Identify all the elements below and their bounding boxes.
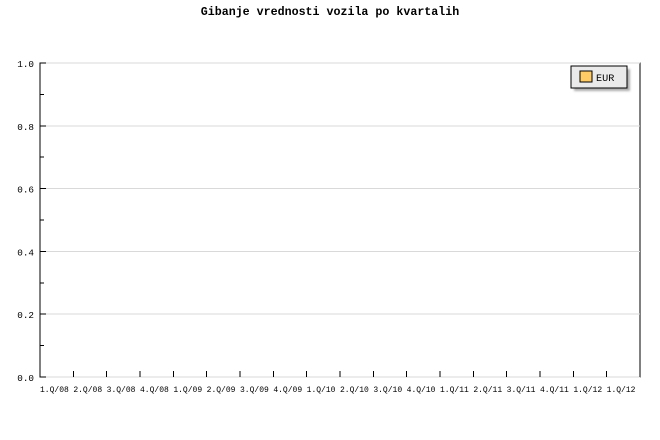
svg-text:4.Q/08: 4.Q/08	[140, 386, 169, 395]
svg-text:3.Q/08: 3.Q/08	[107, 386, 136, 395]
svg-text:0.0: 0.0	[17, 373, 34, 384]
svg-text:1.Q/11: 1.Q/11	[440, 386, 469, 395]
svg-text:2.Q/11: 2.Q/11	[473, 386, 502, 395]
svg-text:1.Q/12: 1.Q/12	[573, 386, 602, 395]
svg-text:2.Q/10: 2.Q/10	[340, 386, 369, 395]
svg-text:1.Q/10: 1.Q/10	[307, 386, 336, 395]
svg-text:3.Q/11: 3.Q/11	[507, 386, 536, 395]
svg-text:1.Q/09: 1.Q/09	[173, 386, 202, 395]
svg-text:0.8: 0.8	[17, 122, 34, 133]
svg-text:4.Q/09: 4.Q/09	[273, 386, 302, 395]
svg-text:4.Q/11: 4.Q/11	[540, 386, 569, 395]
svg-text:0.2: 0.2	[17, 310, 34, 321]
svg-text:1.Q/08: 1.Q/08	[40, 386, 69, 395]
svg-text:3.Q/09: 3.Q/09	[240, 386, 269, 395]
svg-text:2.Q/09: 2.Q/09	[207, 386, 236, 395]
svg-text:0.6: 0.6	[17, 185, 34, 196]
svg-text:3.Q/10: 3.Q/10	[373, 386, 402, 395]
svg-text:1.0: 1.0	[17, 59, 34, 70]
svg-text:2.Q/08: 2.Q/08	[73, 386, 102, 395]
svg-text:EUR: EUR	[596, 74, 614, 85]
svg-text:0.4: 0.4	[17, 247, 34, 258]
svg-text:4.Q/10: 4.Q/10	[407, 386, 436, 395]
svg-text:1.Q/12: 1.Q/12	[607, 386, 636, 395]
